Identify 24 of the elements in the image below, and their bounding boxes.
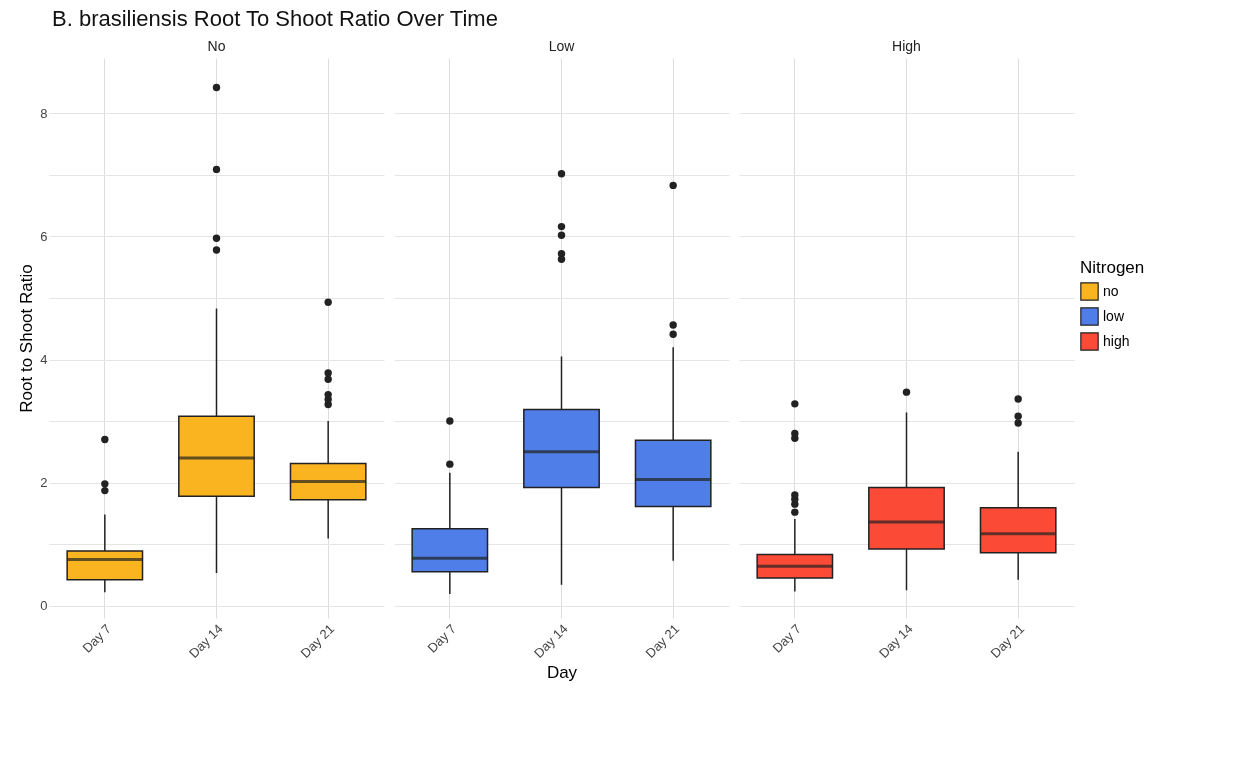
x-tick-label: Day 7 bbox=[424, 621, 460, 656]
x-tick-label: Day 14 bbox=[530, 621, 571, 661]
chart-title: B. brasiliensis Root To Shoot Ratio Over Time bbox=[52, 6, 498, 32]
x-tick-label: Day 21 bbox=[297, 621, 338, 661]
y-tick-label: 4 bbox=[40, 352, 48, 368]
x-tick-label: Day 21 bbox=[642, 621, 683, 661]
chart-subtitle: High bbox=[892, 38, 921, 54]
legend-label: high bbox=[1103, 332, 1130, 349]
chart-subtitle: No bbox=[207, 38, 226, 54]
chart-subtitle: Low bbox=[548, 38, 576, 54]
x-tick-label: Day 7 bbox=[769, 621, 805, 656]
y-axis-title: Root to Shoot Ratio bbox=[17, 264, 37, 413]
x-tick-label: Day 21 bbox=[987, 621, 1028, 661]
legend-label: no bbox=[1103, 282, 1119, 299]
x-tick-label: Day 7 bbox=[79, 621, 115, 656]
x-tick-label: Day 14 bbox=[185, 621, 226, 661]
y-tick-label: 6 bbox=[40, 228, 48, 244]
legend-label: low bbox=[1103, 307, 1125, 324]
legend-title: Nitrogen bbox=[1080, 258, 1145, 277]
y-tick-label: 2 bbox=[40, 475, 48, 491]
x-tick-label: Day 14 bbox=[875, 621, 916, 661]
y-tick-label: 8 bbox=[40, 105, 48, 121]
y-tick-label: 0 bbox=[40, 598, 48, 614]
x-axis-title: Day bbox=[546, 662, 578, 682]
